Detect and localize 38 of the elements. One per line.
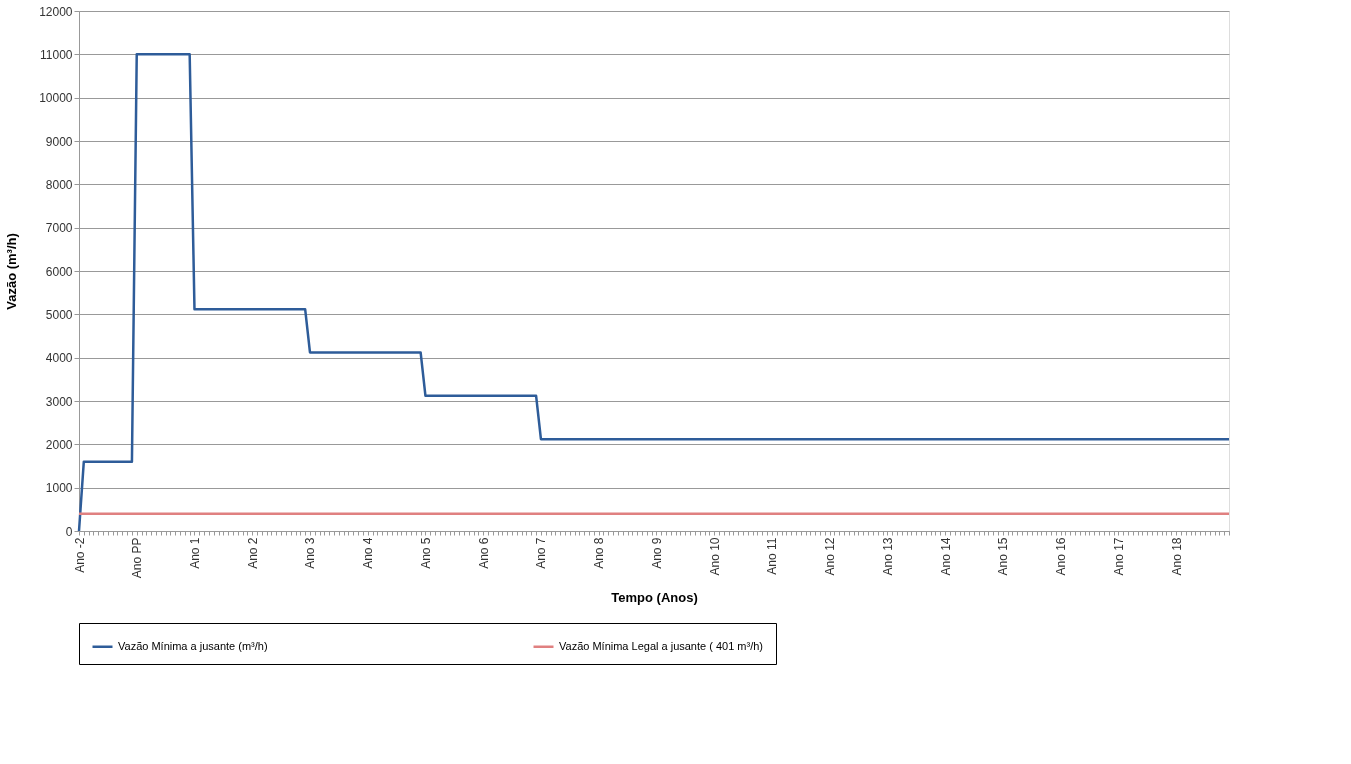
x-tick-label: Ano 15 xyxy=(996,537,1011,576)
y-tick-label: 4000 xyxy=(45,351,73,366)
x-tick-label: Ano 12 xyxy=(823,537,838,576)
x-tick-label: Ano 6 xyxy=(476,537,491,569)
y-tick-label: 7000 xyxy=(45,221,73,236)
y-tick-label: 3000 xyxy=(45,394,73,409)
y-tick-label: 9000 xyxy=(45,134,73,149)
line-series xyxy=(77,53,1231,533)
x-tick-label: Ano PP xyxy=(130,537,145,579)
x-tick-label: Ano 10 xyxy=(707,537,722,576)
x-tick-label: Ano 18 xyxy=(1169,537,1184,576)
y-tick-label: 5000 xyxy=(45,307,73,322)
x-tick-label: Ano 7 xyxy=(534,537,549,569)
y-tick-label: 12000 xyxy=(39,4,73,19)
y-tick-label: 10000 xyxy=(39,91,73,106)
y-tick-label: 0 xyxy=(65,524,73,539)
x-tick-label: Ano 1 xyxy=(187,537,202,569)
x-tick-label: Ano 16 xyxy=(1054,537,1069,576)
x-tick-label: Ano 8 xyxy=(592,537,607,569)
y-tick-label: 8000 xyxy=(45,177,73,192)
x-tick-label: Ano 5 xyxy=(418,537,433,569)
x-tick-label: Ano 11 xyxy=(765,537,780,575)
y-axis-title: Vazão (m³/h) xyxy=(4,233,20,310)
x-axis-title: Tempo (Anos) xyxy=(611,589,698,605)
x-tick-label: Ano 2 xyxy=(245,537,260,569)
y-tick-label: 1000 xyxy=(45,481,73,496)
y-tick-label: 6000 xyxy=(45,264,73,279)
x-tick-label: Ano 3 xyxy=(303,537,318,569)
x-tick-label: Ano 17 xyxy=(1111,537,1126,576)
y-tick-label: 11000 xyxy=(40,47,73,62)
legend-label: Vazão Mínima Legal a jusante ( 401 m³/h) xyxy=(559,639,764,652)
x-tick-label: Ano 4 xyxy=(361,537,376,569)
legend-label: Vazão Mínima a jusante (m³/h) xyxy=(118,639,268,652)
x-tick-label: Ano 14 xyxy=(938,537,953,576)
x-tick-label: Ano -2 xyxy=(72,537,87,573)
x-tick-label: Ano 13 xyxy=(880,537,895,576)
y-tick-label: 2000 xyxy=(45,437,73,452)
x-tick-label: Ano 9 xyxy=(649,537,664,569)
